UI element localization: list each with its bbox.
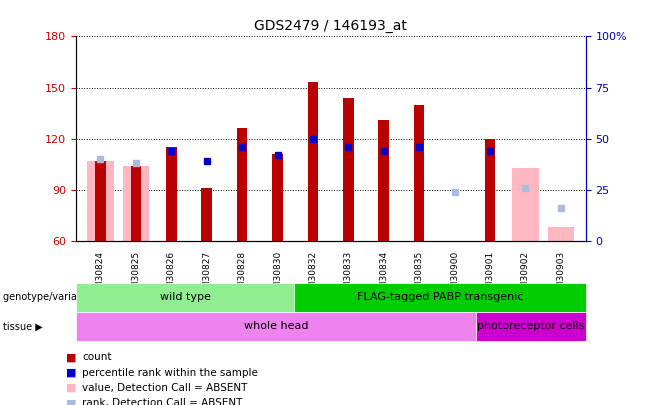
Bar [122,166,149,241]
Text: FLAG-tagged PABP transgenic: FLAG-tagged PABP transgenic [357,292,523,302]
Bar [378,120,389,241]
Text: whole head: whole head [243,322,308,331]
Bar [414,104,424,241]
Bar [130,166,141,241]
Text: percentile rank within the sample: percentile rank within the sample [82,368,258,377]
Text: ■: ■ [66,368,76,377]
Bar [512,168,539,241]
Text: photoreceptor cells: photoreceptor cells [477,322,585,331]
Bar [237,128,247,241]
Bar [485,139,495,241]
Text: count: count [82,352,112,362]
Text: ■: ■ [66,399,76,405]
Bar [87,161,114,241]
Bar [201,188,212,241]
Bar [166,147,176,241]
Bar [308,83,318,241]
Text: ■: ■ [66,352,76,362]
Bar [95,161,106,241]
Text: rank, Detection Call = ABSENT: rank, Detection Call = ABSENT [82,399,243,405]
Text: genotype/variation ▶: genotype/variation ▶ [3,292,107,302]
Title: GDS2479 / 146193_at: GDS2479 / 146193_at [254,19,407,33]
Text: ■: ■ [66,383,76,393]
Text: value, Detection Call = ABSENT: value, Detection Call = ABSENT [82,383,247,393]
Bar [272,154,283,241]
Text: tissue ▶: tissue ▶ [3,322,43,331]
Bar [343,98,353,241]
Bar [547,227,574,241]
Text: wild type: wild type [159,292,211,302]
